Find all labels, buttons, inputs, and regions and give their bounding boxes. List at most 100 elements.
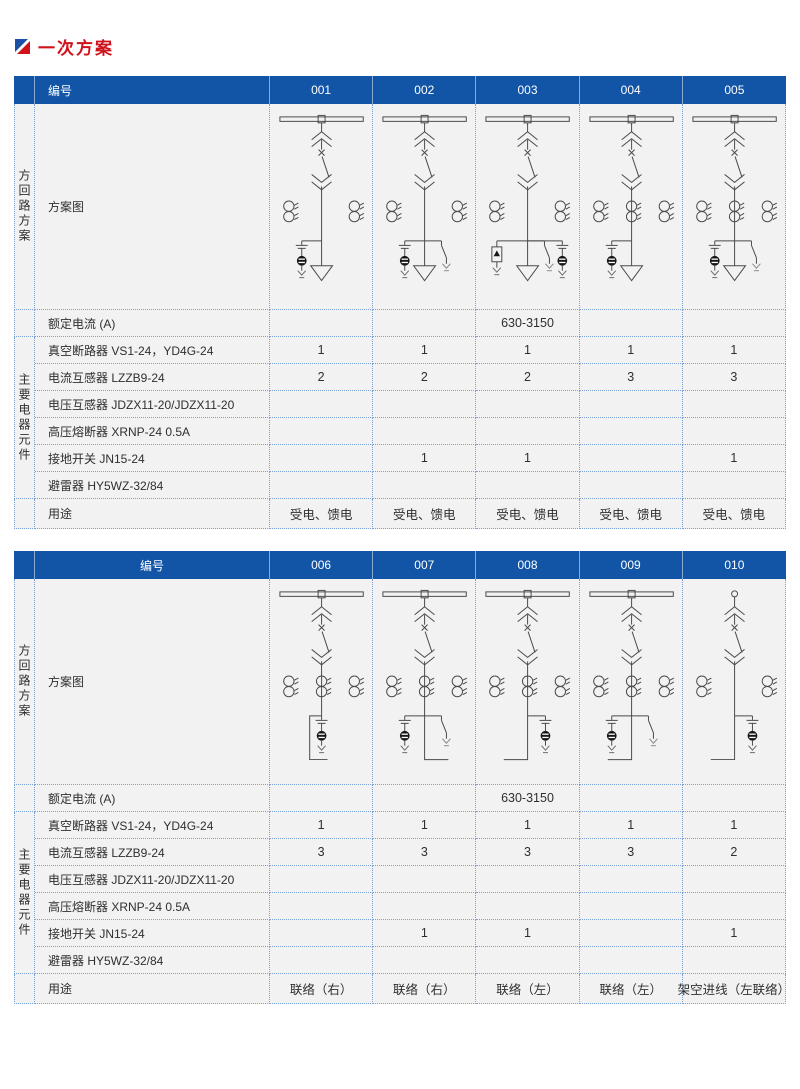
- value-cell: 1: [682, 920, 786, 947]
- value-cell: [476, 947, 580, 974]
- column-header-002: 002: [373, 76, 477, 104]
- header-corner: [14, 76, 35, 104]
- row-label-rated-current: 额定电流 (A): [35, 785, 270, 812]
- row-label-earthing-switch: 接地开关 JN15-24: [35, 920, 270, 947]
- header-number-label: 编号: [35, 76, 270, 104]
- row-label-earthing-switch: 接地开关 JN15-24: [35, 445, 270, 472]
- value-cell: 联络（右）: [373, 974, 477, 1004]
- value-cell: 1: [476, 812, 580, 839]
- value-cell: [579, 391, 683, 418]
- value-cell: 受电、馈电: [476, 499, 580, 529]
- side-label-scheme-circuit: 方回路方案: [14, 104, 35, 310]
- value-cell: 1: [373, 337, 477, 364]
- value-cell: 联络（右）: [270, 974, 374, 1004]
- value-cell: 1: [476, 920, 580, 947]
- value-cell: [373, 310, 477, 337]
- scheme-diagram-004: [579, 104, 683, 310]
- value-cell: 3: [373, 839, 477, 866]
- value-cell: 1: [682, 337, 786, 364]
- row-label-vacuum-breaker: 真空断路器 VS1-24，YD4G-24: [35, 812, 270, 839]
- value-cell: 受电、馈电: [270, 499, 374, 529]
- row-label-hv-fuse: 高压熔断器 XRNP-24 0.5A: [35, 418, 270, 445]
- header-corner: [14, 551, 35, 579]
- value-cell: [373, 893, 477, 920]
- value-cell: [579, 947, 683, 974]
- value-cell: [476, 418, 580, 445]
- row-label-voltage-transformer: 电压互感器 JDZX11-20/JDZX11-20: [35, 866, 270, 893]
- value-cell: [682, 785, 786, 812]
- row-label-hv-fuse: 高压熔断器 XRNP-24 0.5A: [35, 893, 270, 920]
- value-cell: [579, 310, 683, 337]
- column-header-007: 007: [373, 551, 477, 579]
- column-header-001: 001: [270, 76, 374, 104]
- side-label-main-components: 主要电器元件: [14, 812, 35, 974]
- value-cell: [373, 472, 477, 499]
- value-cell: [579, 445, 683, 472]
- column-header-009: 009: [579, 551, 683, 579]
- value-cell: 1: [579, 337, 683, 364]
- value-cell: 1: [270, 812, 374, 839]
- section-title-row: 一次方案: [15, 34, 800, 59]
- value-cell: 联络（左）: [579, 974, 683, 1004]
- scheme-diagram-008: [476, 579, 580, 785]
- value-cell: 630-3150: [476, 310, 580, 337]
- column-header-004: 004: [579, 76, 683, 104]
- value-cell: [579, 785, 683, 812]
- side-label-main-components: 主要电器元件: [14, 337, 35, 499]
- row-label-rated-current: 额定电流 (A): [35, 310, 270, 337]
- scheme-row-label: 方案图: [35, 579, 270, 785]
- value-cell: 630-3150: [476, 785, 580, 812]
- value-cell: 2: [270, 364, 374, 391]
- value-cell: [579, 893, 683, 920]
- row-label-current-transformer: 电流互感器 LZZB9-24: [35, 839, 270, 866]
- value-cell: 1: [476, 337, 580, 364]
- value-cell: 受电、馈电: [682, 499, 786, 529]
- side-label-spacer: [14, 499, 35, 529]
- row-label-surge-arrester: 避雷器 HY5WZ-32/84: [35, 472, 270, 499]
- page-title: 一次方案: [38, 39, 114, 58]
- value-cell: 2: [476, 364, 580, 391]
- side-label-spacer: [14, 974, 35, 1004]
- value-cell: [270, 785, 374, 812]
- scheme-diagram-002: [373, 104, 477, 310]
- scheme-diagram-007: [373, 579, 477, 785]
- side-label-spacer: [14, 310, 35, 337]
- row-label-voltage-transformer: 电压互感器 JDZX11-20/JDZX11-20: [35, 391, 270, 418]
- value-cell: [682, 472, 786, 499]
- side-label-scheme-circuit: 方回路方案: [14, 579, 35, 785]
- value-cell: 1: [373, 812, 477, 839]
- value-cell: 1: [270, 337, 374, 364]
- value-cell: 3: [682, 364, 786, 391]
- value-cell: [476, 391, 580, 418]
- value-cell: [270, 445, 374, 472]
- value-cell: 1: [373, 445, 477, 472]
- value-cell: [270, 472, 374, 499]
- value-cell: [579, 472, 683, 499]
- value-cell: [373, 947, 477, 974]
- value-cell: [682, 418, 786, 445]
- value-cell: [682, 310, 786, 337]
- value-cell: 架空进线（左联络）: [678, 974, 790, 1004]
- value-cell: [476, 866, 580, 893]
- value-cell: 1: [579, 812, 683, 839]
- value-cell: 1: [682, 445, 786, 472]
- value-cell: [476, 893, 580, 920]
- value-cell: 3: [476, 839, 580, 866]
- value-cell: 受电、馈电: [579, 499, 683, 529]
- value-cell: [682, 947, 786, 974]
- scheme-row-label: 方案图: [35, 104, 270, 310]
- value-cell: [579, 418, 683, 445]
- value-cell: 3: [579, 364, 683, 391]
- column-header-005: 005: [682, 76, 786, 104]
- value-cell: [270, 893, 374, 920]
- column-header-006: 006: [270, 551, 374, 579]
- row-label-vacuum-breaker: 真空断路器 VS1-24，YD4G-24: [35, 337, 270, 364]
- scheme-diagram-009: [579, 579, 683, 785]
- value-cell: [682, 893, 786, 920]
- value-cell: [373, 785, 477, 812]
- value-cell: [682, 866, 786, 893]
- value-cell: [476, 472, 580, 499]
- header-number-label: 编号: [35, 551, 270, 579]
- row-label-surge-arrester: 避雷器 HY5WZ-32/84: [35, 947, 270, 974]
- value-cell: [579, 866, 683, 893]
